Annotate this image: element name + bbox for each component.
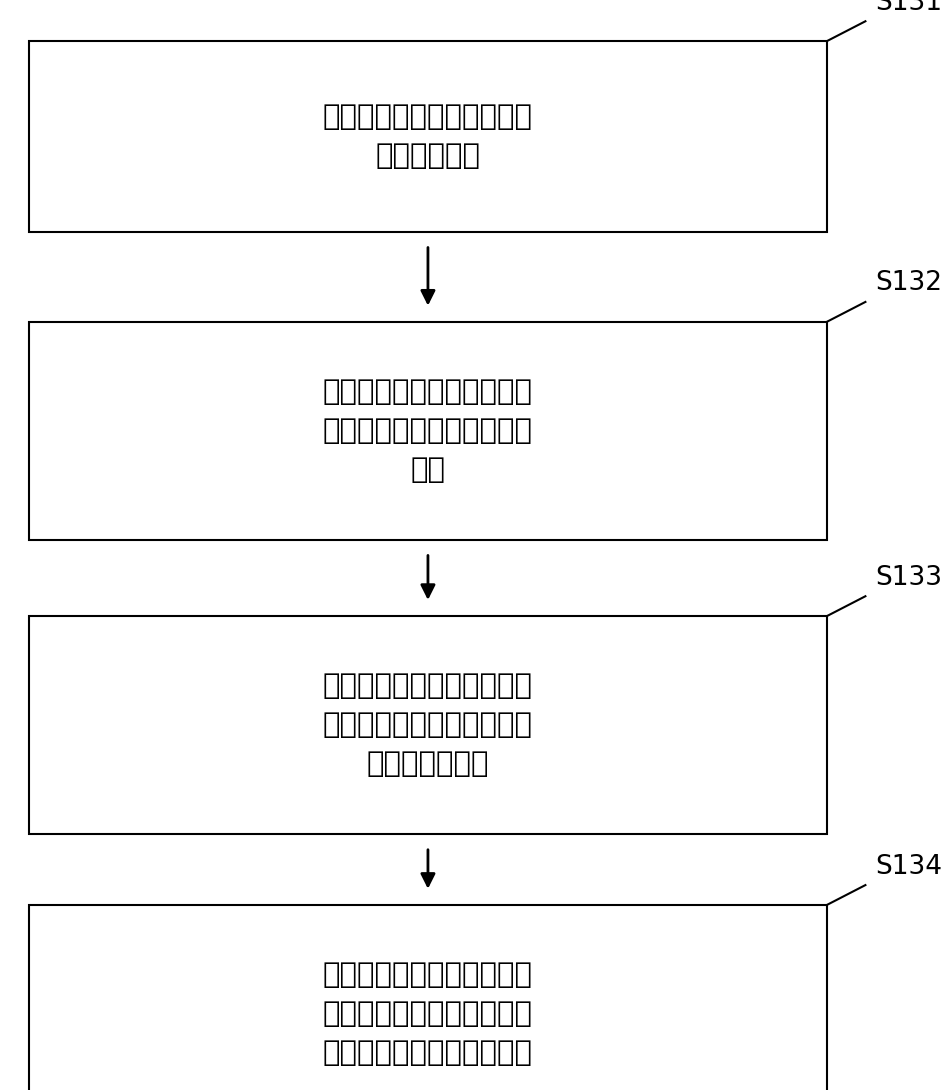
Text: S134: S134 <box>875 853 941 880</box>
Bar <box>29 616 827 834</box>
Text: 第一计算步骤，计算得到各
个三维数据对应的欧几里得
距离: 第一计算步骤，计算得到各 个三维数据对应的欧几里得 距离 <box>323 377 533 484</box>
Bar <box>29 40 827 231</box>
Bar <box>29 322 827 540</box>
Text: 滤波步骤，对各个三维数据
进行滤波处理: 滤波步骤，对各个三维数据 进行滤波处理 <box>323 102 533 170</box>
Text: S131: S131 <box>875 0 941 15</box>
Text: 比较步骤，根据高斯分布判
断各欧几里得距离对应的三
维数据为正常值或为异常值: 比较步骤，根据高斯分布判 断各欧几里得距离对应的三 维数据为正常值或为异常值 <box>323 960 533 1067</box>
Text: S132: S132 <box>875 270 941 296</box>
Bar <box>29 905 827 1090</box>
Text: 第二计算步骤，代入标准高
斯分布概率密度函数，计算
对应的核函数值: 第二计算步骤，代入标准高 斯分布概率密度函数，计算 对应的核函数值 <box>323 671 533 778</box>
Text: S133: S133 <box>875 565 941 591</box>
